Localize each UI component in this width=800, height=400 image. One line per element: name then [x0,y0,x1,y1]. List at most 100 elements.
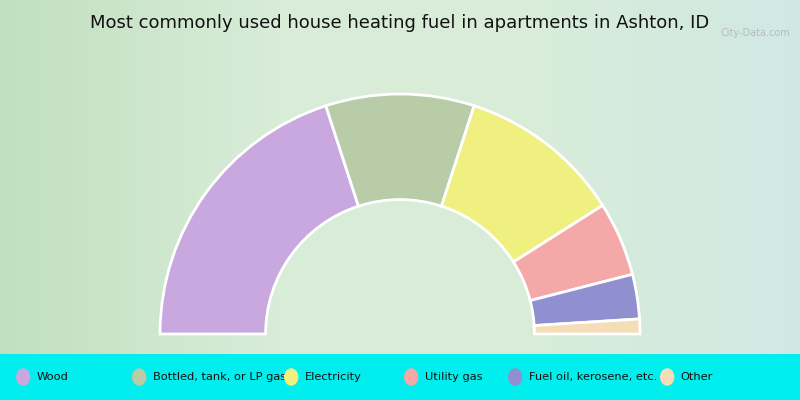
Bar [772,0,776,354]
Bar [780,0,784,354]
Bar [184,0,188,354]
Ellipse shape [284,368,298,386]
Bar [792,0,796,354]
Bar [156,0,160,354]
Bar [368,0,372,354]
Bar [752,0,756,354]
Ellipse shape [660,368,674,386]
Bar [632,0,636,354]
Bar [596,0,600,354]
Bar [324,0,328,354]
Bar [40,0,44,354]
Bar [624,0,628,354]
Bar [188,0,192,354]
Text: City-Data.com: City-Data.com [720,28,790,38]
Wedge shape [530,274,639,326]
Bar [424,0,428,354]
Bar [500,0,504,354]
Bar [32,0,36,354]
Bar [248,0,252,354]
Bar [328,0,332,354]
Bar [608,0,612,354]
Bar [612,0,616,354]
Bar [268,0,272,354]
Bar [296,0,300,354]
Bar [112,0,116,354]
Bar [508,0,512,354]
Bar [628,0,632,354]
Bar [412,0,416,354]
Bar [744,0,748,354]
Bar [576,0,580,354]
Bar [636,0,640,354]
Bar [560,0,564,354]
Bar [60,0,64,354]
Bar [28,0,32,354]
Bar [36,0,40,354]
Bar [528,0,532,354]
Bar [52,0,56,354]
Bar [372,0,376,354]
Bar [124,0,128,354]
Bar [224,0,228,354]
Bar [492,0,496,354]
Bar [192,0,196,354]
Bar [768,0,772,354]
Bar [660,0,664,354]
Wedge shape [160,106,358,334]
Bar [460,0,464,354]
Bar [568,0,572,354]
Bar [512,0,516,354]
Wedge shape [534,319,640,334]
Bar [344,0,348,354]
Bar [316,0,320,354]
Bar [108,0,112,354]
Bar [64,0,68,354]
Text: Fuel oil, kerosene, etc.: Fuel oil, kerosene, etc. [529,372,657,382]
Bar [140,0,144,354]
Bar [176,0,180,354]
Bar [308,0,312,354]
Bar [428,0,432,354]
Bar [132,0,136,354]
Text: Electricity: Electricity [305,372,362,382]
Bar [480,0,484,354]
Bar [332,0,336,354]
Bar [524,0,528,354]
Bar [16,0,20,354]
Bar [456,0,460,354]
Bar [692,0,696,354]
Bar [352,0,356,354]
Ellipse shape [16,368,30,386]
Bar [476,0,480,354]
Bar [128,0,132,354]
Bar [276,0,280,354]
Bar [548,0,552,354]
Ellipse shape [508,368,522,386]
Bar [220,0,224,354]
Bar [584,0,588,354]
Bar [684,0,688,354]
Bar [284,0,288,354]
Bar [44,0,48,354]
Bar [256,0,260,354]
Bar [784,0,788,354]
Bar [532,0,536,354]
Wedge shape [442,106,602,262]
Bar [392,0,396,354]
Bar [180,0,184,354]
Bar [168,0,172,354]
Bar [304,0,308,354]
Bar [452,0,456,354]
Bar [68,0,72,354]
Bar [20,0,24,354]
Bar [552,0,556,354]
Bar [236,0,240,354]
Bar [616,0,620,354]
Bar [516,0,520,354]
Bar [496,0,500,354]
Bar [116,0,120,354]
Bar [336,0,340,354]
Bar [728,0,732,354]
Bar [408,0,412,354]
